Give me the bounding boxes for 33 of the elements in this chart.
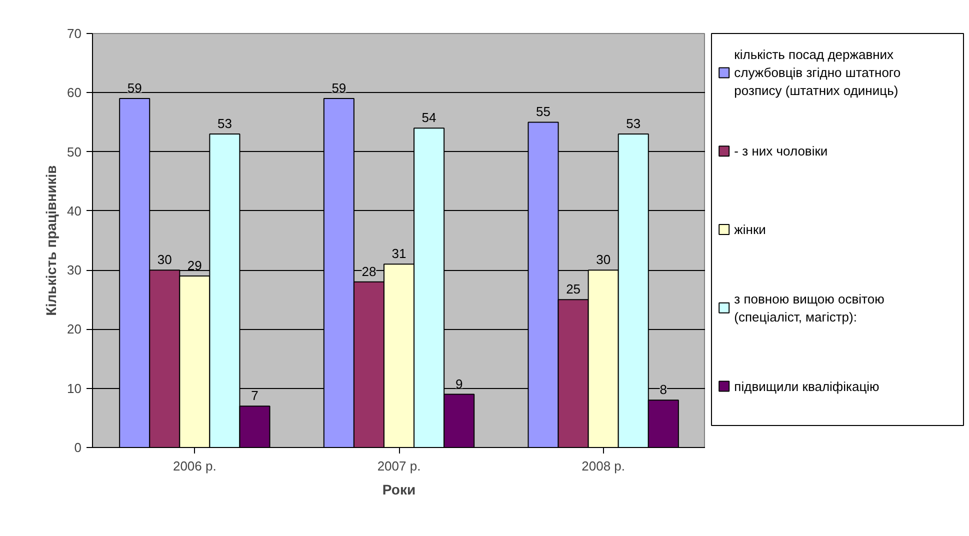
data-label: 31 bbox=[392, 246, 406, 262]
x-tick-label: 2008 р. bbox=[582, 458, 626, 474]
data-label: 29 bbox=[187, 258, 202, 273]
x-tick-label: 2006 р. bbox=[172, 458, 216, 474]
data-label: 54 bbox=[422, 110, 436, 126]
x-tick-label: 2007 р. bbox=[377, 458, 421, 474]
data-label: 59 bbox=[127, 80, 142, 96]
data-label: 8 bbox=[660, 382, 668, 398]
data-label: 25 bbox=[566, 282, 581, 297]
y-tick-label: 10 bbox=[67, 380, 82, 396]
y-axis-title: Кількість працівників bbox=[43, 164, 60, 316]
data-label: 53 bbox=[626, 116, 641, 132]
data-label: 30 bbox=[157, 252, 172, 268]
y-tick-label: 70 bbox=[67, 26, 82, 41]
legend-label: кількість посад державних службовців згідно штатного розпису (штатних одиниць) bbox=[734, 47, 901, 98]
y-tick-label: 40 bbox=[67, 203, 82, 218]
legend-label: підвищили кваліфікацію bbox=[734, 378, 880, 394]
data-label: 9 bbox=[455, 376, 463, 392]
data-label: 30 bbox=[596, 252, 611, 268]
x-axis-title: Роки bbox=[382, 482, 416, 498]
data-label: 53 bbox=[217, 116, 232, 132]
legend-label: з повною вищою освітою (спеціаліст, магістр): bbox=[734, 291, 885, 324]
legend-label: жінки bbox=[734, 222, 766, 237]
legend-label: - з них чоловіки bbox=[734, 144, 828, 159]
data-label: 28 bbox=[362, 264, 376, 279]
y-tick-label: 0 bbox=[74, 440, 82, 455]
data-label: 59 bbox=[332, 80, 346, 96]
y-tick-label: 20 bbox=[67, 322, 82, 337]
y-tick-label: 50 bbox=[67, 144, 82, 160]
y-tick-label: 60 bbox=[67, 85, 82, 100]
data-label: 55 bbox=[536, 104, 550, 120]
y-tick-label: 30 bbox=[67, 262, 82, 278]
data-label: 7 bbox=[251, 388, 258, 404]
